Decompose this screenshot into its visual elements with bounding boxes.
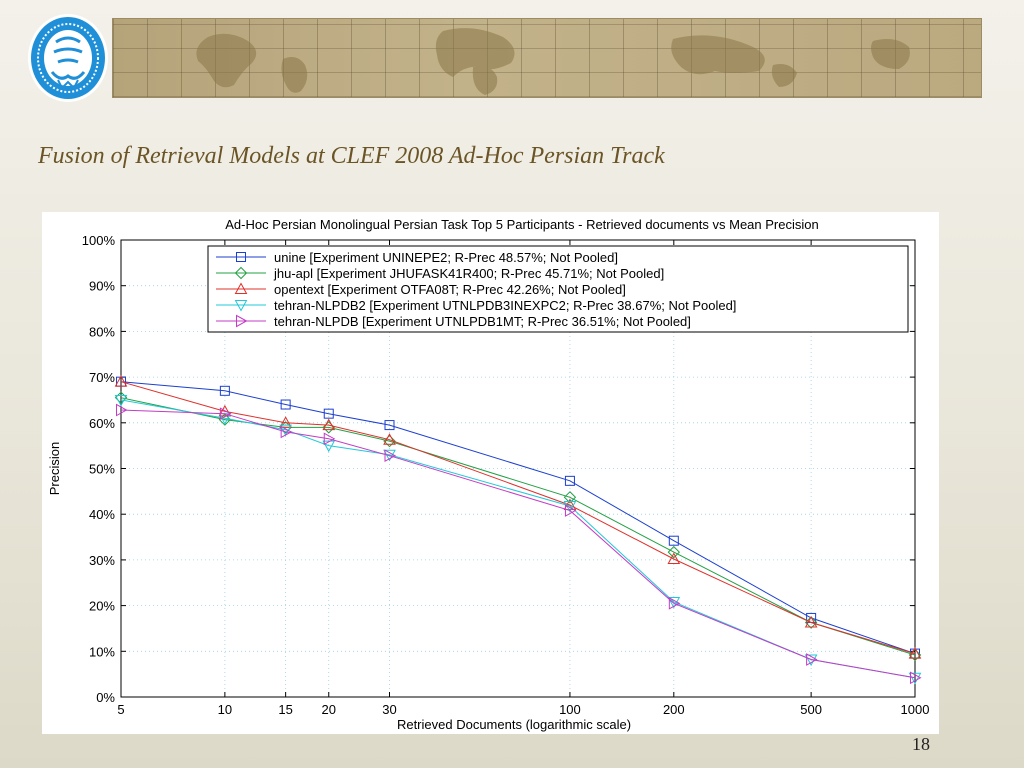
data-point: [563, 498, 577, 511]
banner-grid: [113, 19, 981, 97]
legend-item: tehran-NLPDB [Experiment UTNLPDB1MT; R-P…: [216, 314, 691, 329]
data-point: [804, 615, 818, 628]
world-map-decoration: [196, 28, 910, 95]
y-axis-label: Precision: [47, 442, 62, 495]
data-point: [908, 672, 922, 685]
y-tick-label: 80%: [89, 324, 115, 339]
y-tick-label: 100%: [82, 233, 116, 248]
series-3: [114, 375, 922, 659]
y-tick-label: 60%: [89, 416, 115, 431]
data-point: [219, 385, 230, 396]
series-line: [120, 381, 916, 655]
chart-title: Ad-Hoc Persian Monolingual Persian Task …: [225, 217, 818, 232]
data-point: [668, 535, 679, 546]
legend-label: tehran-NLPDB [Experiment UTNLPDB1MT; R-P…: [274, 314, 691, 329]
data-point: [322, 440, 336, 453]
legend-label: unine [Experiment UNINEPE2; R-Prec 48.57…: [274, 250, 618, 265]
data-point: [564, 475, 575, 486]
university-of-tehran-seal-icon: [28, 14, 108, 102]
data-point: [668, 596, 681, 610]
x-tick-label: 500: [800, 702, 822, 717]
data-point: [667, 545, 681, 559]
legend-item: opentext [Experiment OTFA08T; R-Prec 42.…: [216, 282, 626, 297]
y-tick-label: 30%: [89, 553, 115, 568]
x-tick-label: 15: [278, 702, 292, 717]
data-point: [236, 252, 246, 262]
data-point: [279, 416, 292, 428]
page-number: 18: [912, 734, 930, 754]
legend-item: jhu-apl [Experiment JHUFASK41R400; R-Pre…: [216, 266, 664, 281]
series-line: [120, 409, 916, 679]
data-point: [280, 425, 293, 439]
legend: unine [Experiment UNINEPE2; R-Prec 48.57…: [207, 245, 909, 333]
data-point: [323, 432, 336, 446]
x-tick-label: 1000: [901, 702, 930, 717]
data-point: [908, 648, 922, 662]
data-point: [383, 433, 396, 445]
legend-item: tehran-NLPDB2 [Experiment UTNLPDB3INEXPC…: [216, 298, 736, 313]
data-point: [323, 408, 334, 419]
precision-line-chart: Ad-Hoc Persian Monolingual Persian Task …: [47, 217, 930, 732]
data-point: [667, 552, 681, 564]
chart-container: Ad-Hoc Persian Monolingual Persian Task …: [42, 212, 939, 734]
data-point: [219, 407, 232, 421]
y-tick-label: 50%: [89, 462, 115, 477]
legend-item: unine [Experiment UNINEPE2; R-Prec 48.57…: [216, 250, 618, 265]
data-point: [116, 403, 128, 417]
slide-title: Fusion of Retrieval Models at CLEF 2008 …: [38, 143, 665, 169]
header-banner: [112, 18, 982, 98]
data-point: [384, 449, 397, 463]
x-tick-label: 5: [117, 702, 124, 717]
y-tick-label: 70%: [89, 370, 115, 385]
data-point: [910, 671, 922, 685]
legend-label: opentext [Experiment OTFA08T; R-Prec 42.…: [274, 282, 626, 297]
data-point: [806, 653, 818, 666]
data-point: [563, 491, 577, 504]
data-point: [908, 647, 922, 659]
series-line: [120, 381, 916, 655]
data-point: [234, 300, 248, 312]
data-point: [667, 596, 681, 609]
data-point: [384, 420, 395, 431]
data-point: [234, 282, 248, 294]
x-tick-label: 100: [559, 702, 581, 717]
university-logo: [28, 12, 112, 104]
x-tick-label: 200: [663, 702, 685, 717]
y-tick-label: 40%: [89, 507, 115, 522]
data-point: [236, 314, 248, 328]
data-point: [114, 394, 128, 407]
series-5: [116, 403, 922, 685]
y-tick-label: 0%: [96, 690, 115, 705]
x-tick-label: 10: [218, 702, 232, 717]
data-point: [218, 404, 232, 417]
y-tick-label: 10%: [89, 644, 115, 659]
data-point: [280, 399, 291, 410]
x-axis-label: Retrieved Documents (logarithmic scale): [397, 717, 631, 732]
x-tick-label: 30: [382, 702, 396, 717]
data-point: [564, 504, 577, 517]
legend-label: jhu-apl [Experiment JHUFASK41R400; R-Pre…: [273, 266, 664, 281]
y-tick-label: 20%: [89, 599, 115, 614]
x-tick-label: 20: [322, 702, 336, 717]
y-tick-label: 90%: [89, 279, 115, 294]
data-point: [234, 266, 248, 280]
legend-box: [207, 245, 909, 333]
data-point: [322, 418, 336, 431]
legend-label: tehran-NLPDB2 [Experiment UTNLPDB3INEXPC…: [274, 298, 736, 313]
data-point: [114, 375, 128, 387]
